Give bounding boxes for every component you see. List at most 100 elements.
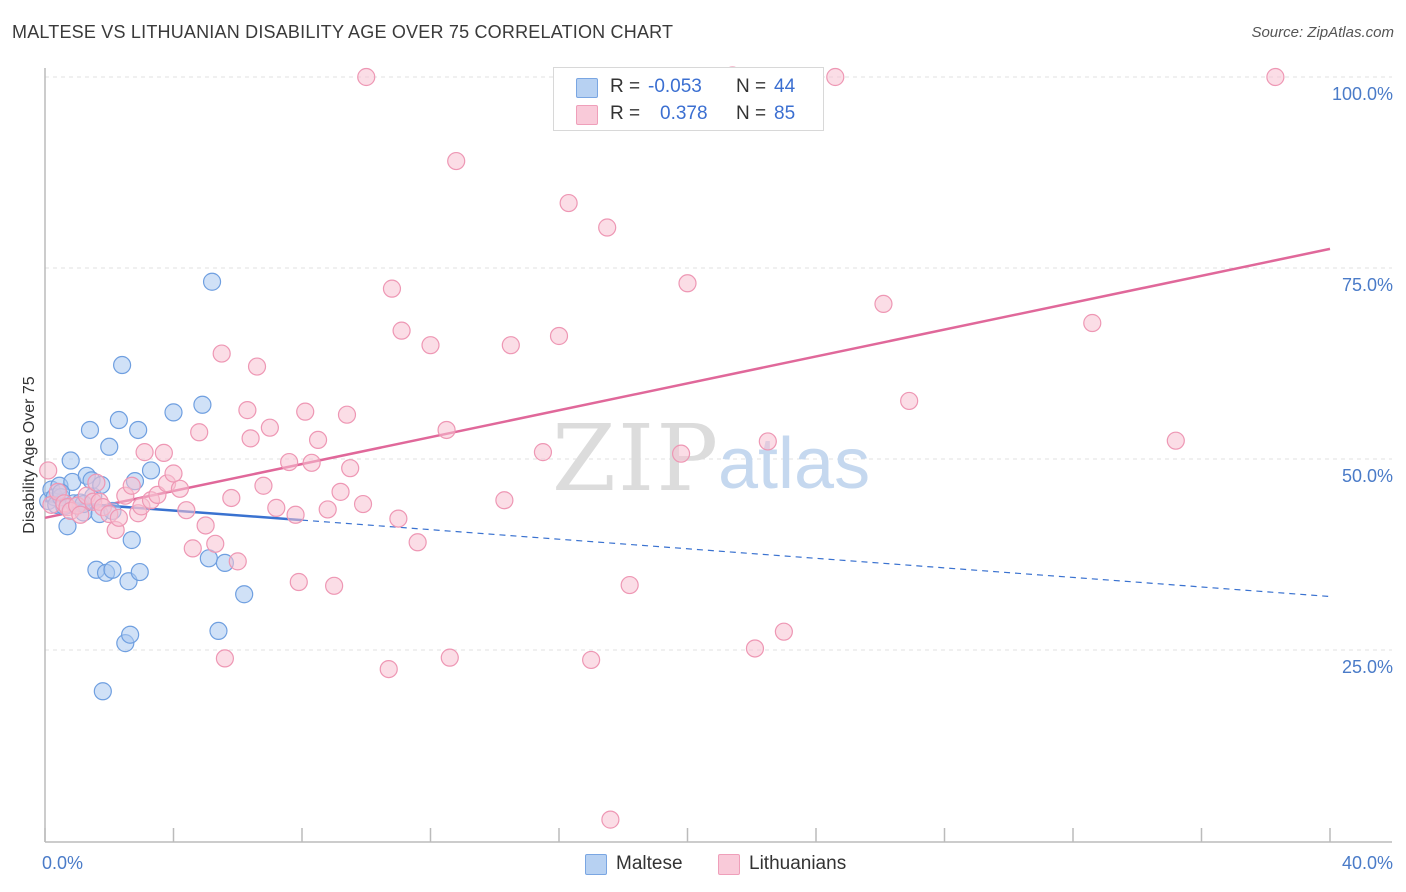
legend-swatch-maltese <box>576 78 598 98</box>
data-point-lithuanians <box>215 649 234 668</box>
data-point-maltese <box>109 410 128 430</box>
trend-line-lithuanians <box>44 247 1331 520</box>
data-point-lithuanians <box>241 429 260 448</box>
data-point-lithuanians <box>392 321 411 340</box>
data-point-lithuanians <box>437 420 456 440</box>
data-point-lithuanians <box>421 336 440 355</box>
data-point-lithuanians <box>39 461 58 480</box>
data-point-lithuanians <box>774 622 793 641</box>
chart-title: MALTESE VS LITHUANIAN DISABILITY AGE OVE… <box>12 22 674 42</box>
data-point-lithuanians <box>341 459 360 478</box>
data-point-maltese <box>235 585 254 604</box>
data-point-lithuanians <box>671 444 691 463</box>
legend-r-value: -0.053 <box>648 76 702 97</box>
data-point-lithuanians <box>559 193 578 213</box>
data-point-lithuanians <box>196 516 215 535</box>
data-point-lithuanians <box>183 539 202 558</box>
data-point-maltese <box>103 560 122 579</box>
data-point-maltese <box>130 562 149 582</box>
data-point-lithuanians <box>382 279 402 298</box>
data-point-lithuanians <box>212 344 231 363</box>
data-point-lithuanians <box>260 418 279 437</box>
y-axis-label: Disability Age Over 75 <box>21 376 38 534</box>
gridlines <box>45 76 1392 651</box>
data-point-lithuanians <box>247 357 267 376</box>
data-point-maltese <box>80 420 100 440</box>
legend-swatch-lithuanians <box>576 105 598 125</box>
data-point-lithuanians <box>238 401 257 420</box>
data-point-lithuanians <box>318 500 337 519</box>
data-point-maltese <box>209 621 228 641</box>
data-point-maltese <box>129 420 148 440</box>
data-point-lithuanians <box>308 430 328 449</box>
data-point-lithuanians <box>109 508 128 527</box>
data-point-lithuanians <box>758 432 777 451</box>
legend-label-maltese: Maltese <box>616 853 683 874</box>
tick-labels: 100.0% 75.0% 50.0% 25.0% 0.0% 40.0% <box>42 84 1393 873</box>
data-point-lithuanians <box>598 218 617 237</box>
data-point-lithuanians <box>582 650 601 670</box>
data-point-lithuanians <box>71 505 90 524</box>
data-point-lithuanians <box>286 505 305 524</box>
legend-label-lithuanians: Lithuanians <box>749 853 847 874</box>
data-point-lithuanians <box>495 491 514 510</box>
data-point-lithuanians <box>296 402 315 421</box>
legend-n-value: 85 <box>774 103 796 124</box>
data-point-maltese <box>121 625 140 644</box>
y-tick-label: 50.0% <box>1342 466 1393 486</box>
points-maltese <box>39 272 254 701</box>
y-tick-label: 100.0% <box>1332 84 1393 104</box>
data-point-lithuanians <box>678 274 697 293</box>
data-point-lithuanians <box>1083 313 1102 333</box>
legend-n-label: N = <box>736 103 767 124</box>
data-point-maltese <box>93 682 112 701</box>
data-point-lithuanians <box>206 534 225 553</box>
y-tick-label: 25.0% <box>1342 657 1393 677</box>
legend-swatch-maltese <box>585 854 607 875</box>
data-point-lithuanians <box>1166 431 1185 450</box>
data-point-lithuanians <box>379 659 398 679</box>
data-point-lithuanians <box>620 575 639 595</box>
data-point-lithuanians <box>302 453 321 472</box>
data-point-lithuanians <box>154 443 173 462</box>
data-point-maltese <box>61 451 80 470</box>
legend-swatch-lithuanians <box>718 854 740 875</box>
data-point-lithuanians <box>190 423 209 442</box>
x-tick-label: 40.0% <box>1342 853 1393 873</box>
data-point-lithuanians <box>122 476 141 495</box>
data-point-lithuanians <box>440 648 459 667</box>
data-point-lithuanians <box>501 336 520 355</box>
axes <box>44 68 1392 843</box>
data-point-lithuanians <box>549 326 569 346</box>
data-point-maltese <box>112 355 132 375</box>
data-point-lithuanians <box>222 488 241 508</box>
data-point-lithuanians <box>87 473 106 492</box>
data-point-lithuanians <box>289 572 308 592</box>
data-point-lithuanians <box>900 391 919 411</box>
data-point-lithuanians <box>267 498 286 517</box>
data-point-lithuanians <box>331 482 350 501</box>
data-point-maltese <box>100 437 119 456</box>
data-point-lithuanians <box>353 494 373 514</box>
data-point-maltese <box>202 272 222 291</box>
data-point-lithuanians <box>447 151 466 171</box>
legend-r-value: 0.378 <box>660 103 708 124</box>
source-label: Source: ZipAtlas.com <box>1251 24 1394 41</box>
legend-n-value: 44 <box>774 76 796 97</box>
data-point-lithuanians <box>874 294 893 314</box>
data-point-lithuanians <box>826 67 845 87</box>
data-point-maltese <box>193 395 212 414</box>
data-point-maltese <box>122 530 141 550</box>
data-point-lithuanians <box>228 552 247 571</box>
data-point-lithuanians <box>533 443 553 462</box>
stats-legend: R = -0.053 N = 44 R = 0.378 N = 85 <box>553 67 824 131</box>
points-lithuanians <box>39 66 1285 829</box>
data-point-lithuanians <box>177 501 196 520</box>
x-tick-label: 0.0% <box>42 853 83 873</box>
data-point-maltese <box>164 403 183 422</box>
data-point-lithuanians <box>601 810 620 829</box>
legend-r-label: R = <box>610 76 641 97</box>
y-tick-label: 75.0% <box>1342 275 1393 295</box>
data-point-lithuanians <box>170 479 190 498</box>
